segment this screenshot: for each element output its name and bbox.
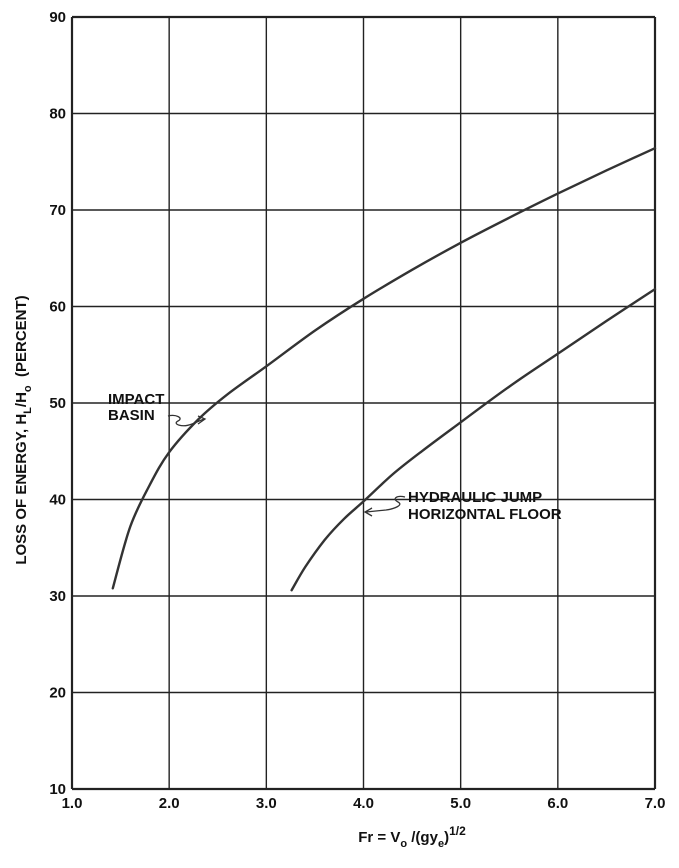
x-tick-label: 1.0	[62, 795, 83, 812]
y-tick-label: 50	[49, 395, 66, 412]
y-axis-title: LOSS OF ENERGY, HL/Ho (PERCENT)	[13, 295, 34, 564]
x-tick-label: 4.0	[353, 795, 374, 812]
x-tick-label: 6.0	[547, 795, 568, 812]
y-tick-labels: 10 20 30 40 50 60 70 80 90	[49, 9, 66, 798]
impact-basin-leader	[167, 414, 205, 427]
x-tick-labels: 1.0 2.0 3.0 4.0 5.0 6.0 7.0	[62, 795, 666, 812]
y-tick-label: 40	[49, 492, 66, 509]
x-tick-label: 5.0	[450, 795, 471, 812]
x-tick-label: 3.0	[256, 795, 277, 812]
x-tick-label: 7.0	[645, 795, 666, 812]
x-tick-label: 2.0	[159, 795, 180, 812]
hydraulic-jump-leader	[365, 495, 406, 513]
y-tick-label: 80	[49, 106, 66, 123]
impact-basin-curve	[111, 147, 657, 590]
hydraulic-jump-curve	[290, 287, 657, 592]
hydraulic-jump-label: HYDRAULIC JUMP HORIZONTAL FLOOR	[408, 489, 562, 523]
impact-basin-arrow-icon	[197, 415, 207, 425]
series-layer	[111, 147, 657, 592]
hydraulic-jump-arrow-icon	[363, 507, 373, 517]
y-tick-label: 70	[49, 202, 66, 219]
x-axis-title: Fr = Vo /(gye)1/2	[358, 824, 466, 850]
y-tick-label: 60	[49, 299, 66, 316]
y-tick-label: 90	[49, 9, 66, 26]
y-tick-label: 30	[49, 588, 66, 605]
y-tick-label: 20	[49, 685, 66, 702]
y-tick-label: 10	[49, 781, 66, 798]
grid	[70, 15, 657, 791]
impact-basin-label: IMPACT BASIN	[108, 391, 169, 424]
